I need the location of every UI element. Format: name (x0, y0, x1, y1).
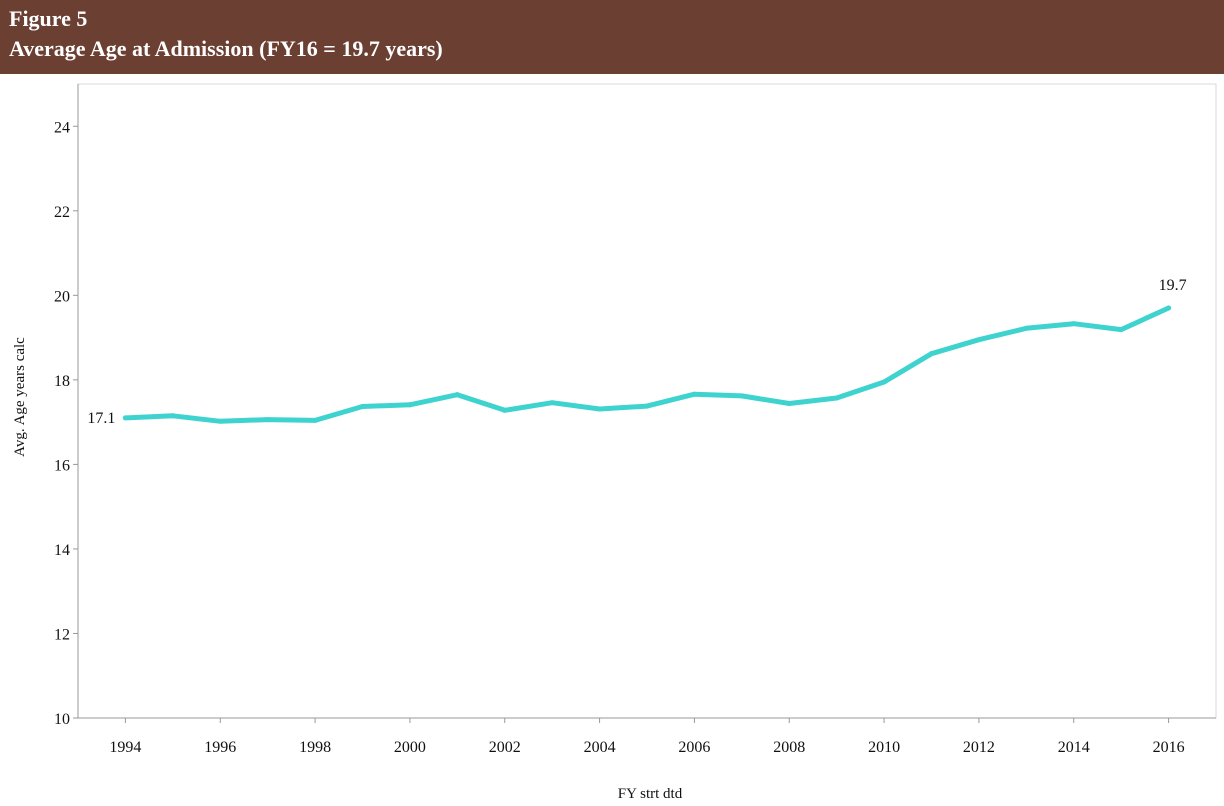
figure-header: Figure 5 Average Age at Admission (FY16 … (0, 0, 1224, 74)
plot-border (77, 83, 1217, 719)
x-axis-title: FY strt dtd (618, 786, 683, 802)
data-point (1166, 305, 1172, 311)
x-tick-label: 2016 (1153, 739, 1185, 756)
y-tick-label: 16 (54, 457, 70, 474)
data-point (407, 402, 413, 408)
data-point (312, 417, 318, 423)
data-label: 19.7 (1159, 277, 1187, 294)
data-point (786, 401, 792, 407)
data-point (597, 406, 603, 412)
x-tick-label: 1994 (109, 739, 141, 756)
data-point (1071, 321, 1077, 327)
data-point (834, 395, 840, 401)
figure-title: Average Age at Admission (FY16 = 19.7 ye… (9, 36, 443, 61)
x-tick-label: 1998 (299, 739, 331, 756)
data-label: 17.1 (87, 410, 115, 427)
y-tick-label: 10 (54, 711, 70, 728)
data-point (644, 403, 650, 409)
x-tick-label: 1996 (204, 739, 236, 756)
data-point (502, 407, 508, 413)
y-axis-title: Avg. Age years calc (12, 337, 28, 457)
y-tick-label: 24 (54, 119, 70, 136)
x-tick-label: 2012 (963, 739, 995, 756)
data-point (217, 418, 223, 424)
x-axis: 1994 1996 1998 2000 2002 2004 2006 2008 2010 2012… (109, 718, 1185, 756)
x-tick-label: 2010 (868, 739, 900, 756)
annotation-layer: 17.1 19.7 (87, 277, 1186, 427)
x-tick-label: 2000 (394, 739, 426, 756)
plot-frame (77, 83, 1217, 719)
series-layer (122, 305, 1172, 424)
data-point (1023, 325, 1029, 331)
x-tick-label: 2002 (489, 739, 521, 756)
data-point (691, 391, 697, 397)
data-point (881, 379, 887, 385)
y-tick-label: 22 (54, 204, 70, 221)
y-tick-label: 20 (54, 288, 70, 305)
figure-number: Figure 5 (9, 6, 88, 31)
y-tick-label: 18 (54, 373, 70, 390)
data-point (360, 403, 365, 409)
x-tick-label: 2004 (584, 739, 616, 756)
data-point (454, 392, 460, 398)
data-point (1118, 327, 1124, 333)
data-point (976, 337, 982, 343)
x-tick-label: 2014 (1058, 739, 1090, 756)
data-point (122, 415, 128, 421)
data-point (265, 417, 271, 423)
y-axis: 10 12 14 16 18 20 22 24 (54, 119, 78, 728)
data-point (929, 351, 934, 357)
data-point (170, 413, 176, 419)
data-point (549, 400, 555, 406)
y-tick-label: 12 (54, 626, 70, 643)
x-tick-label: 2008 (773, 739, 805, 756)
x-tick-label: 2006 (678, 739, 710, 756)
y-tick-label: 14 (54, 542, 70, 559)
data-point (739, 393, 745, 399)
